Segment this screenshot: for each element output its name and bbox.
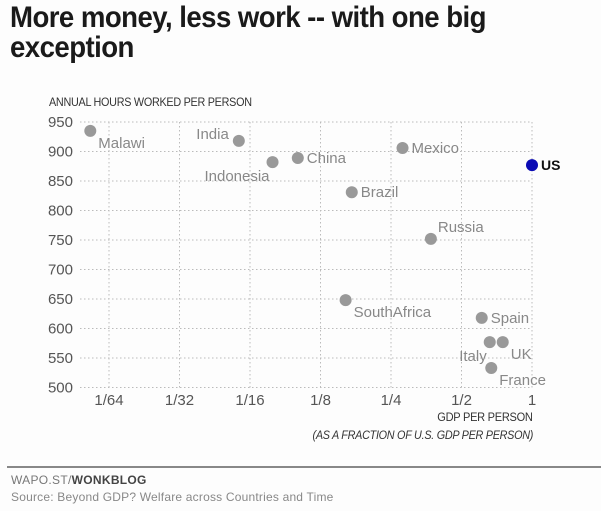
credit-prefix: WAPO.ST/ <box>11 473 72 487</box>
x-tick-label: 1/4 <box>381 392 402 409</box>
source-note: Source: Beyond GDP? Welfare across Count… <box>11 490 334 504</box>
chart-title: More money, less work -- with one big ex… <box>10 1 486 64</box>
data-point-china <box>291 151 304 164</box>
data-point-malawi <box>84 124 97 137</box>
point-label-spain: Spain <box>491 310 529 327</box>
y-tick-label: 650 <box>48 291 73 308</box>
y-tick-label: 850 <box>48 173 73 190</box>
data-point-us <box>526 159 538 172</box>
data-point-indonesia <box>266 156 279 169</box>
x-tick-label: 1/16 <box>235 392 264 409</box>
point-label-france: France <box>499 372 546 389</box>
data-point-uk <box>496 336 509 349</box>
x-tick-label: 1/32 <box>165 392 194 409</box>
x-tick-label: 1/8 <box>310 392 331 409</box>
point-label-india: India <box>196 126 229 143</box>
y-tick-label: 900 <box>48 144 73 161</box>
x-axis-title: GDP PER PERSON <box>437 410 534 424</box>
y-tick-label: 950 <box>48 114 73 131</box>
point-label-southafrica: SouthAfrica <box>354 304 432 321</box>
data-points: Malawi India Indonesia China Brazil Mexico Rus… <box>84 124 560 389</box>
point-label-china: China <box>307 150 347 167</box>
x-axis-subtitle: (AS A FRACTION OF U.S. GDP PER PERSON) <box>312 428 533 442</box>
y-tick-label: 800 <box>48 203 73 220</box>
credit-brand: WONKBLOG <box>71 473 147 487</box>
grid-lines <box>80 121 533 388</box>
y-tick-label: 700 <box>48 262 73 279</box>
point-label-brazil: Brazil <box>361 184 399 201</box>
data-point-russia <box>424 232 437 245</box>
y-tick-label: 500 <box>48 380 73 397</box>
data-point-italy <box>483 336 496 349</box>
data-point-brazil <box>345 186 358 199</box>
x-tick-label: 1/64 <box>94 392 123 409</box>
point-label-us: US <box>541 157 560 173</box>
point-label-indonesia: Indonesia <box>204 168 270 185</box>
y-tick-label: 550 <box>48 350 73 367</box>
point-label-italy: Italy <box>459 348 487 365</box>
x-tick-label: 1 <box>528 392 536 409</box>
point-label-russia: Russia <box>438 219 485 236</box>
point-label-malawi: Malawi <box>98 135 145 152</box>
x-tick-label: 1/2 <box>451 392 472 409</box>
data-point-india <box>232 134 245 147</box>
data-point-spain <box>475 311 488 324</box>
point-label-uk: UK <box>511 346 532 363</box>
x-axis-ticks: 1/64 1/32 1/16 1/8 1/4 1/2 1 <box>94 392 536 409</box>
data-point-france <box>485 362 498 375</box>
credit-line: WAPO.ST/WONKBLOG <box>11 473 147 487</box>
y-axis-ticks: 500 550 600 650 700 750 800 850 900 950 <box>48 114 73 397</box>
y-axis-title: ANNUAL HOURS WORKED PER PERSON <box>49 95 252 109</box>
data-point-southafrica <box>339 294 352 307</box>
y-tick-label: 750 <box>48 232 73 249</box>
point-label-mexico: Mexico <box>412 140 460 157</box>
footer-divider <box>7 466 601 468</box>
y-tick-label: 600 <box>48 321 73 338</box>
data-point-mexico <box>396 141 409 154</box>
